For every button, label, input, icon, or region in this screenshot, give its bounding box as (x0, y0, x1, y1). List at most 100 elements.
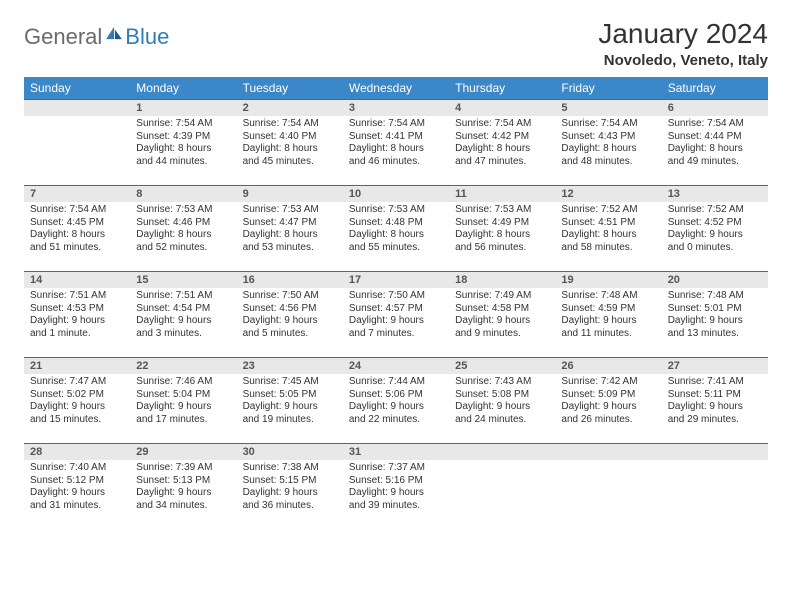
sunrise-line: Sunrise: 7:53 AM (136, 204, 230, 217)
sunrise-line: Sunrise: 7:39 AM (136, 462, 230, 475)
daylight-line1: Daylight: 9 hours (668, 229, 762, 242)
day-detail: Sunrise: 7:53 AMSunset: 4:46 PMDaylight:… (130, 202, 236, 258)
week-row: 1Sunrise: 7:54 AMSunset: 4:39 PMDaylight… (24, 99, 768, 185)
day-number-bar: 29 (130, 443, 236, 460)
title-block: January 2024 Novoledo, Veneto, Italy (598, 18, 768, 69)
sunrise-line: Sunrise: 7:37 AM (349, 462, 443, 475)
day-cell: 27 Sunrise: 7:41 AMSunset: 5:11 PMDayligh… (662, 357, 768, 443)
sunrise-line: Sunrise: 7:48 AM (668, 290, 762, 303)
daylight-line2: and 55 minutes. (349, 242, 443, 255)
daylight-line2: and 36 minutes. (243, 500, 337, 513)
day-cell (662, 443, 768, 529)
day-number-bar: 4 (449, 99, 555, 116)
sunset-line: Sunset: 4:53 PM (30, 303, 124, 316)
day-cell (24, 99, 130, 185)
day-number-bar: 7 (24, 185, 130, 202)
daylight-line1: Daylight: 9 hours (30, 315, 124, 328)
day-cell (555, 443, 661, 529)
day-cell: 16Sunrise: 7:50 AMSunset: 4:56 PMDayligh… (237, 271, 343, 357)
day-cell: 12Sunrise: 7:52 AMSunset: 4:51 PMDayligh… (555, 185, 661, 271)
daylight-line1: Daylight: 9 hours (243, 487, 337, 500)
day-detail: Sunrise: 7:48 AMSunset: 5:01 PMDaylight:… (662, 288, 768, 344)
daylight-line2: and 15 minutes. (30, 414, 124, 427)
day-cell: 2Sunrise: 7:54 AMSunset: 4:40 PMDaylight… (237, 99, 343, 185)
day-detail: Sunrise: 7:53 AMSunset: 4:47 PMDaylight:… (237, 202, 343, 258)
sunset-line: Sunset: 4:46 PM (136, 217, 230, 230)
daylight-line2: and 46 minutes. (349, 156, 443, 169)
daylight-line2: and 34 minutes. (136, 500, 230, 513)
day-cell: 11 Sunrise: 7:53 AMSunset: 4:49 PMDayligh… (449, 185, 555, 271)
daylight-line1: Daylight: 9 hours (455, 315, 549, 328)
sunset-line: Sunset: 5:11 PM (668, 389, 762, 402)
daylight-line1: Daylight: 9 hours (561, 315, 655, 328)
daylight-line1: Daylight: 8 hours (561, 143, 655, 156)
day-number-bar: 13 (662, 185, 768, 202)
sunrise-line: Sunrise: 7:43 AM (455, 376, 549, 389)
weekday-header: Saturday (662, 77, 768, 99)
day-detail: Sunrise: 7:54 AMSunset: 4:40 PMDaylight:… (237, 116, 343, 172)
day-cell: 1Sunrise: 7:54 AMSunset: 4:39 PMDaylight… (130, 99, 236, 185)
week-row: 7Sunrise: 7:54 AMSunset: 4:45 PMDaylight… (24, 185, 768, 271)
day-number-bar: 5 (555, 99, 661, 116)
brand-word2: Blue (125, 24, 169, 50)
daylight-line2: and 49 minutes. (668, 156, 762, 169)
weekday-header: Friday (555, 77, 661, 99)
day-cell: 17Sunrise: 7:50 AMSunset: 4:57 PMDayligh… (343, 271, 449, 357)
day-detail: Sunrise: 7:39 AMSunset: 5:13 PMDaylight:… (130, 460, 236, 516)
sunset-line: Sunset: 4:40 PM (243, 131, 337, 144)
day-detail: Sunrise: 7:52 AMSunset: 4:52 PMDaylight:… (662, 202, 768, 258)
day-detail: Sunrise: 7:54 AMSunset: 4:42 PMDaylight:… (449, 116, 555, 172)
sunset-line: Sunset: 4:45 PM (30, 217, 124, 230)
daylight-line2: and 3 minutes. (136, 328, 230, 341)
day-number-bar: 16 (237, 271, 343, 288)
day-detail: Sunrise: 7:44 AMSunset: 5:06 PMDaylight:… (343, 374, 449, 430)
day-cell: 22Sunrise: 7:46 AMSunset: 5:04 PMDayligh… (130, 357, 236, 443)
sunset-line: Sunset: 4:51 PM (561, 217, 655, 230)
day-number-bar: 10 (343, 185, 449, 202)
sunset-line: Sunset: 5:04 PM (136, 389, 230, 402)
sunset-line: Sunset: 5:09 PM (561, 389, 655, 402)
sunrise-line: Sunrise: 7:53 AM (455, 204, 549, 217)
sunset-line: Sunset: 5:16 PM (349, 475, 443, 488)
day-detail: Sunrise: 7:40 AMSunset: 5:12 PMDaylight:… (24, 460, 130, 516)
daylight-line1: Daylight: 9 hours (668, 401, 762, 414)
daylight-line2: and 26 minutes. (561, 414, 655, 427)
day-detail: Sunrise: 7:38 AMSunset: 5:15 PMDaylight:… (237, 460, 343, 516)
day-number-bar: 30 (237, 443, 343, 460)
daylight-line1: Daylight: 8 hours (136, 229, 230, 242)
day-number-bar: 8 (130, 185, 236, 202)
daylight-line1: Daylight: 8 hours (136, 143, 230, 156)
day-cell: 29Sunrise: 7:39 AMSunset: 5:13 PMDayligh… (130, 443, 236, 529)
sunrise-line: Sunrise: 7:41 AM (668, 376, 762, 389)
day-detail: Sunrise: 7:50 AMSunset: 4:56 PMDaylight:… (237, 288, 343, 344)
day-cell: 24Sunrise: 7:44 AMSunset: 5:06 PMDayligh… (343, 357, 449, 443)
location-label: Novoledo, Veneto, Italy (598, 52, 768, 69)
day-detail: Sunrise: 7:54 AMSunset: 4:43 PMDaylight:… (555, 116, 661, 172)
daylight-line2: and 17 minutes. (136, 414, 230, 427)
sunrise-line: Sunrise: 7:54 AM (561, 118, 655, 131)
sail-icon (105, 26, 123, 40)
daylight-line1: Daylight: 8 hours (455, 229, 549, 242)
sunset-line: Sunset: 4:59 PM (561, 303, 655, 316)
daylight-line1: Daylight: 8 hours (349, 229, 443, 242)
day-number-bar: 11 (449, 185, 555, 202)
sunrise-line: Sunrise: 7:54 AM (668, 118, 762, 131)
day-cell: 19Sunrise: 7:48 AMSunset: 4:59 PMDayligh… (555, 271, 661, 357)
sunset-line: Sunset: 4:48 PM (349, 217, 443, 230)
day-number-bar: 14 (24, 271, 130, 288)
sunset-line: Sunset: 4:56 PM (243, 303, 337, 316)
day-detail: Sunrise: 7:37 AMSunset: 5:16 PMDaylight:… (343, 460, 449, 516)
day-number-bar: 26 (555, 357, 661, 374)
day-cell: 7Sunrise: 7:54 AMSunset: 4:45 PMDaylight… (24, 185, 130, 271)
daylight-line2: and 53 minutes. (243, 242, 337, 255)
sunset-line: Sunset: 5:01 PM (668, 303, 762, 316)
sunrise-line: Sunrise: 7:51 AM (136, 290, 230, 303)
sunset-line: Sunset: 4:49 PM (455, 217, 549, 230)
day-detail: Sunrise: 7:53 AMSunset: 4:48 PMDaylight:… (343, 202, 449, 258)
weekday-header: Thursday (449, 77, 555, 99)
day-number-bar: 3 (343, 99, 449, 116)
sunset-line: Sunset: 5:08 PM (455, 389, 549, 402)
sunrise-line: Sunrise: 7:50 AM (243, 290, 337, 303)
daylight-line1: Daylight: 9 hours (349, 401, 443, 414)
day-number-bar: 27 (662, 357, 768, 374)
